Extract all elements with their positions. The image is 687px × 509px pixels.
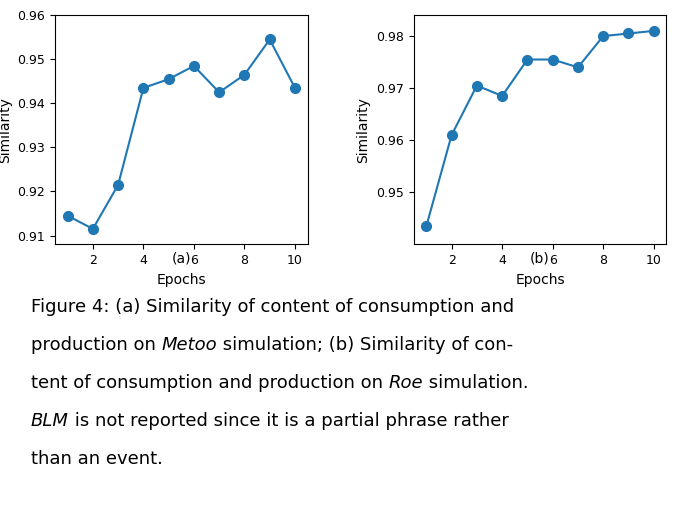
X-axis label: Epochs: Epochs [157, 273, 206, 287]
Text: simulation.: simulation. [423, 374, 529, 392]
Text: (b): (b) [530, 252, 550, 266]
Y-axis label: Similarity: Similarity [0, 97, 12, 163]
Text: Metoo: Metoo [161, 336, 217, 354]
Text: Figure 4: (a) Similarity of content of consumption and: Figure 4: (a) Similarity of content of c… [31, 298, 514, 316]
Text: is not reported since it is a partial phrase rather: is not reported since it is a partial ph… [69, 412, 508, 430]
Text: than an event.: than an event. [31, 450, 163, 468]
Text: simulation; (b) Similarity of con-: simulation; (b) Similarity of con- [217, 336, 513, 354]
Y-axis label: Similarity: Similarity [357, 97, 370, 163]
Text: Roe: Roe [389, 374, 423, 392]
X-axis label: Epochs: Epochs [515, 273, 565, 287]
Text: BLM: BLM [31, 412, 69, 430]
Text: (a): (a) [172, 252, 191, 266]
Text: production on: production on [31, 336, 161, 354]
Text: tent of consumption and production on: tent of consumption and production on [31, 374, 389, 392]
